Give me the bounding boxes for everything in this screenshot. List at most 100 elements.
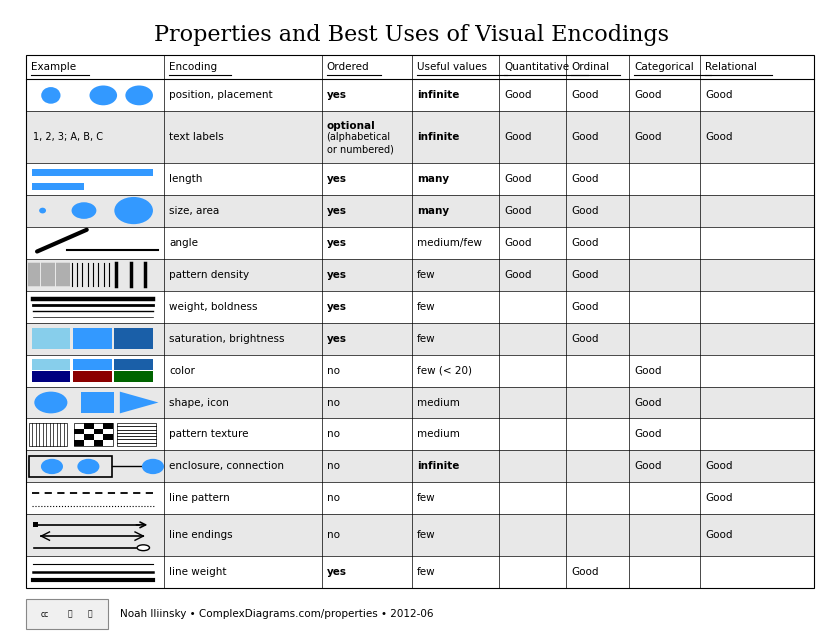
Text: Good: Good: [571, 567, 598, 577]
Text: Good: Good: [634, 461, 662, 471]
Bar: [31, 371, 70, 382]
Text: 1, 2, 3; A, B, C: 1, 2, 3; A, B, C: [33, 132, 103, 142]
Text: yes: yes: [326, 301, 347, 311]
Bar: [73, 327, 111, 350]
Text: Properties and Best Uses of Visual Encodings: Properties and Best Uses of Visual Encod…: [154, 24, 669, 46]
Text: weight, boldness: weight, boldness: [169, 301, 257, 311]
Text: Good: Good: [571, 90, 598, 101]
Text: few: few: [417, 301, 436, 311]
Text: Good: Good: [571, 269, 598, 280]
Bar: [29, 423, 68, 446]
Bar: [26, 194, 814, 227]
Bar: [26, 515, 814, 556]
Ellipse shape: [142, 459, 164, 474]
Text: size, area: size, area: [169, 206, 219, 215]
Text: Categorical: Categorical: [634, 62, 694, 73]
Text: yes: yes: [326, 334, 347, 343]
Text: medium: medium: [417, 397, 460, 408]
Bar: [103, 434, 113, 440]
Ellipse shape: [137, 545, 149, 550]
Text: ⓘ: ⓘ: [68, 610, 72, 619]
Bar: [94, 429, 103, 434]
Bar: [115, 359, 153, 369]
Bar: [73, 359, 111, 369]
Ellipse shape: [125, 85, 153, 105]
Bar: [84, 423, 94, 429]
Text: few: few: [417, 567, 436, 577]
Text: Noah Iliinsky • ComplexDiagrams.com/properties • 2012-06: Noah Iliinsky • ComplexDiagrams.com/prop…: [120, 609, 434, 619]
Text: many: many: [417, 173, 449, 183]
Text: Good: Good: [705, 461, 733, 471]
Text: Good: Good: [634, 366, 662, 375]
Bar: [115, 371, 153, 382]
Text: infinite: infinite: [417, 90, 460, 101]
Bar: [74, 423, 113, 446]
Bar: [29, 455, 111, 477]
Bar: [26, 450, 814, 482]
Text: length: length: [169, 173, 203, 183]
Text: angle: angle: [169, 238, 198, 248]
Text: (alphabetical
or numbered): (alphabetical or numbered): [326, 132, 394, 154]
Bar: [26, 259, 814, 290]
Text: many: many: [417, 206, 449, 215]
Bar: [33, 522, 39, 527]
Text: Ⓜ: Ⓜ: [88, 610, 92, 619]
Text: few: few: [417, 334, 436, 343]
Ellipse shape: [72, 202, 96, 219]
Text: no: no: [326, 530, 339, 540]
Text: pattern texture: pattern texture: [169, 429, 248, 440]
Text: Good: Good: [504, 132, 531, 142]
Polygon shape: [119, 392, 158, 413]
Bar: [94, 440, 103, 446]
Text: Good: Good: [634, 132, 662, 142]
Bar: [82, 392, 115, 413]
Text: no: no: [326, 461, 339, 471]
Text: Good: Good: [504, 173, 531, 183]
Text: yes: yes: [326, 90, 347, 101]
Ellipse shape: [77, 459, 100, 474]
Text: color: color: [169, 366, 194, 375]
Text: Good: Good: [705, 530, 733, 540]
Text: Example: Example: [31, 62, 76, 73]
Bar: [103, 423, 113, 429]
Text: saturation, brightness: saturation, brightness: [169, 334, 284, 343]
Text: no: no: [326, 494, 339, 503]
Text: medium/few: medium/few: [417, 238, 482, 248]
Bar: [31, 169, 153, 176]
Text: shape, icon: shape, icon: [169, 397, 229, 408]
Text: line pattern: line pattern: [169, 494, 230, 503]
Text: yes: yes: [326, 173, 347, 183]
Text: yes: yes: [326, 206, 347, 215]
Text: yes: yes: [326, 269, 347, 280]
Text: position, placement: position, placement: [169, 90, 273, 101]
Text: cc: cc: [41, 610, 49, 619]
Text: text labels: text labels: [169, 132, 223, 142]
Text: no: no: [326, 366, 339, 375]
Text: few: few: [417, 530, 436, 540]
Text: Encoding: Encoding: [169, 62, 217, 73]
Text: Good: Good: [634, 397, 662, 408]
Bar: [74, 429, 84, 434]
Text: Good: Good: [634, 429, 662, 440]
Text: line weight: line weight: [169, 567, 227, 577]
Ellipse shape: [90, 85, 117, 105]
Bar: [26, 599, 108, 629]
Text: medium: medium: [417, 429, 460, 440]
Bar: [31, 183, 84, 190]
Text: few: few: [417, 494, 436, 503]
Ellipse shape: [41, 87, 60, 104]
Ellipse shape: [39, 208, 46, 213]
Text: Good: Good: [504, 206, 531, 215]
Text: Good: Good: [705, 132, 733, 142]
Text: Good: Good: [571, 238, 598, 248]
Text: no: no: [326, 397, 339, 408]
Text: Good: Good: [571, 132, 598, 142]
Text: few (< 20): few (< 20): [417, 366, 472, 375]
Text: Good: Good: [571, 301, 598, 311]
Bar: [115, 327, 153, 350]
Text: infinite: infinite: [417, 132, 460, 142]
Bar: [26, 322, 814, 355]
Text: Good: Good: [705, 90, 733, 101]
Text: Good: Good: [705, 494, 733, 503]
Text: Good: Good: [571, 334, 598, 343]
